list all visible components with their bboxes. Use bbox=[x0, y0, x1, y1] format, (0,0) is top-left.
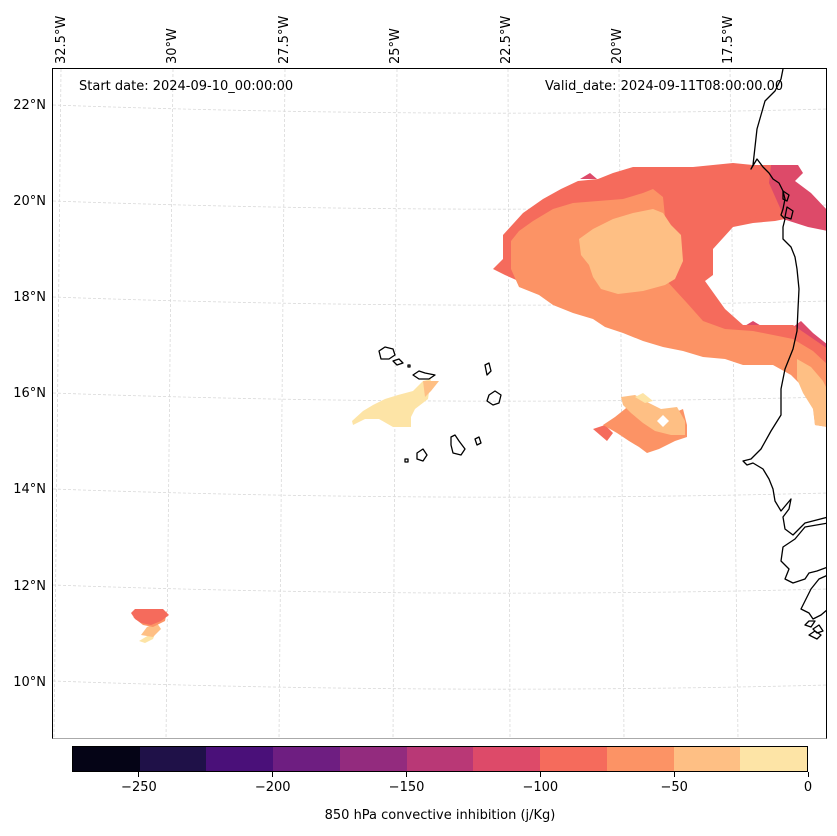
colorbar-tick-label: −200 bbox=[254, 780, 291, 795]
lon-label-27-5w: 27.5°W bbox=[277, 15, 292, 64]
colorbar-segment bbox=[139, 747, 207, 771]
parallel-14n bbox=[53, 488, 826, 498]
mauritania-inlet bbox=[782, 190, 794, 220]
island-sal bbox=[484, 362, 492, 376]
map-canvas bbox=[53, 69, 826, 738]
cin-fill-level-100 bbox=[131, 609, 169, 625]
colorbar-tick bbox=[138, 772, 140, 777]
colorbar-segment bbox=[73, 747, 140, 771]
lon-label-22-5w: 22.5°W bbox=[499, 15, 514, 64]
colorbar-tick bbox=[539, 772, 541, 777]
parallel-16n bbox=[53, 392, 826, 402]
lat-label-12n: 12°N bbox=[13, 579, 46, 594]
graticule bbox=[53, 69, 826, 738]
valid-date-label: Valid_date: 2024-09-11T08:00:00.00 bbox=[545, 79, 784, 94]
island-sao-vicente bbox=[392, 358, 404, 366]
colorbar-title: 850 hPa convective inhibition (j/Kg) bbox=[324, 808, 556, 823]
colorbar-segment bbox=[740, 747, 808, 771]
map-panel[interactable]: Start date: 2024-09-10_00:00:00 Valid_da… bbox=[52, 68, 827, 739]
colorbar-tick-label: −100 bbox=[522, 780, 559, 795]
meridian-27-5w bbox=[278, 69, 286, 738]
colorbar-segment bbox=[206, 747, 274, 771]
colorbar-segment bbox=[540, 747, 607, 771]
island-boa-vista bbox=[486, 390, 502, 406]
colorbar-tick-label: −250 bbox=[121, 780, 157, 795]
island-santa-luzia bbox=[407, 364, 411, 368]
cin-fill-level-50 bbox=[797, 359, 826, 427]
cin-fill-level-50 bbox=[141, 623, 161, 637]
parallel-20n bbox=[53, 200, 826, 210]
parallel-18n bbox=[53, 296, 826, 306]
colorbar-segment bbox=[273, 747, 340, 771]
parallel-12n bbox=[53, 584, 826, 594]
lat-label-10n: 10°N bbox=[13, 675, 46, 690]
meridian-22-5w bbox=[507, 69, 511, 738]
cin-fill-level-50 bbox=[579, 209, 683, 294]
africa-coastline bbox=[742, 69, 826, 536]
colorbar-tick-label: 0 bbox=[803, 780, 813, 795]
lat-label-22n: 22°N bbox=[13, 98, 46, 113]
colorbar-tick-label: −50 bbox=[660, 780, 688, 795]
colorbar bbox=[72, 746, 808, 772]
cin-southwest-blob bbox=[131, 609, 169, 643]
colorbar-segment bbox=[406, 747, 474, 771]
cin-fill-level-100 bbox=[593, 425, 613, 441]
cin-fill-level-25 bbox=[352, 379, 431, 427]
africa-coastline bbox=[800, 575, 826, 620]
cin-fill-level-50 bbox=[423, 381, 439, 397]
cin-fill-level-25 bbox=[635, 393, 653, 403]
cin-east-cape-verde-patch bbox=[593, 393, 687, 453]
cin-fill-level-100 bbox=[749, 213, 757, 223]
coastlines bbox=[378, 69, 826, 640]
cin-fill-level-125 bbox=[580, 173, 597, 179]
colorbar-segment bbox=[606, 747, 674, 771]
lon-label-17-5w: 17.5°W bbox=[721, 15, 736, 64]
colorbar-tick-label: −150 bbox=[388, 780, 425, 795]
island-santo-antao bbox=[378, 346, 396, 360]
meridian-30w bbox=[165, 69, 174, 738]
colorbar-tick bbox=[406, 772, 408, 777]
colorbar-tick bbox=[272, 772, 274, 777]
cin-northeast-band bbox=[493, 163, 826, 427]
cin-fill-level-125 bbox=[765, 165, 826, 231]
lat-label-20n: 20°N bbox=[13, 194, 46, 209]
island-maio bbox=[474, 436, 482, 446]
africa-coastline bbox=[780, 522, 826, 584]
cin-cape-verde-north-plume bbox=[352, 379, 439, 427]
colorbar-segment bbox=[673, 747, 741, 771]
parallel-10n bbox=[53, 680, 826, 690]
colorbar-segment bbox=[473, 747, 541, 771]
parallel-22n bbox=[53, 104, 826, 114]
colorbar-segment bbox=[339, 747, 407, 771]
lon-label-30w: 30°W bbox=[165, 28, 180, 64]
island-sao-nicolau bbox=[412, 370, 436, 380]
lon-label-32-5w: 32.5°W bbox=[54, 15, 69, 64]
colorbar-tick bbox=[807, 772, 809, 777]
lat-label-16n: 16°N bbox=[13, 386, 46, 401]
colorbar-tick bbox=[673, 772, 675, 777]
island-santiago bbox=[450, 434, 466, 456]
lon-label-25w: 25°W bbox=[388, 28, 403, 64]
island-fogo bbox=[416, 448, 428, 462]
meridian-32-5w bbox=[53, 69, 62, 738]
lon-label-20w: 20°W bbox=[610, 28, 625, 64]
lat-label-14n: 14°N bbox=[13, 482, 46, 497]
cin-hole bbox=[657, 415, 669, 427]
cin-fill-level-50 bbox=[621, 395, 685, 435]
start-date-label: Start date: 2024-09-10_00:00:00 bbox=[79, 79, 294, 94]
bissagos-islands bbox=[804, 620, 824, 640]
island-brava bbox=[404, 458, 409, 463]
lat-label-18n: 18°N bbox=[13, 290, 46, 305]
